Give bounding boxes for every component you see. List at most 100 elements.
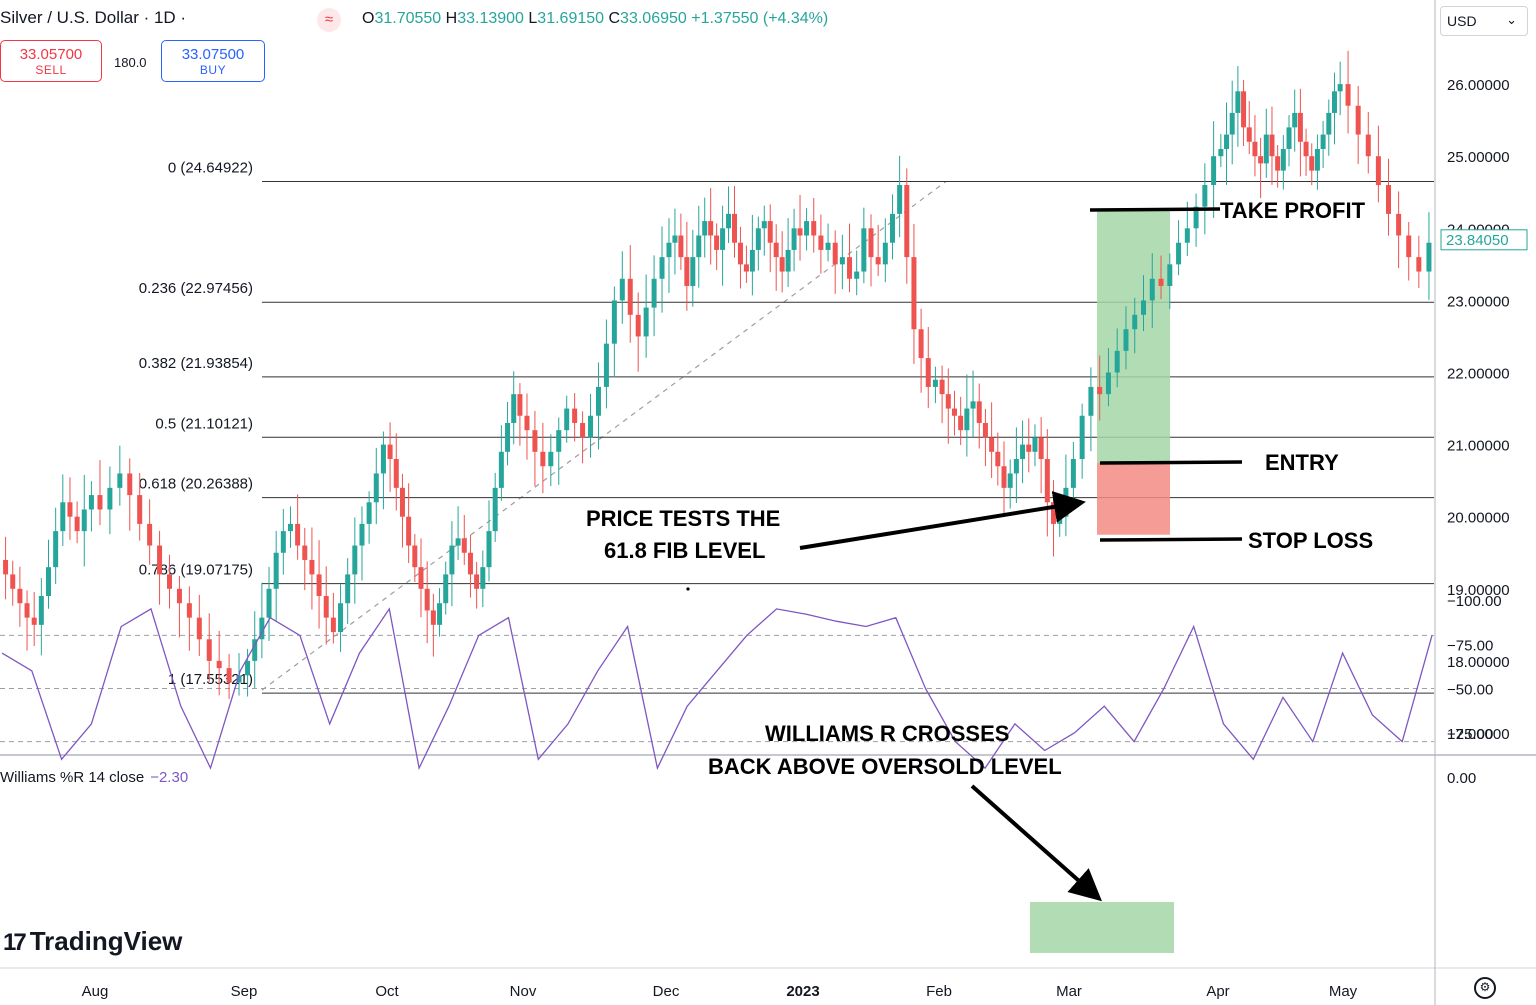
candle-body: [1406, 235, 1412, 258]
candle-body: [393, 459, 399, 488]
williams-signal-zone: [1030, 902, 1174, 953]
candle-body: [875, 257, 881, 265]
candle-body: [1337, 84, 1343, 92]
candle-body: [1365, 134, 1371, 157]
candle-body: [53, 531, 59, 568]
candle-body: [749, 249, 755, 272]
sell-label: SELL: [35, 63, 67, 77]
candle-body: [690, 257, 696, 286]
price-axis-label: 17.00000: [1447, 726, 1510, 743]
ohlc-low-value: 31.69150: [537, 10, 605, 27]
candle-body: [424, 588, 430, 611]
candle-body: [302, 545, 308, 560]
candle-body: [1167, 264, 1173, 286]
candle-body: [861, 228, 867, 272]
candle-body: [951, 408, 957, 416]
candle-body: [708, 221, 714, 236]
williams-annotation-line2: BACK ABOVE OVERSOLD LEVEL: [708, 754, 1062, 779]
candle-body: [338, 603, 344, 633]
candle-body: [216, 660, 222, 669]
candle-body: [117, 473, 123, 488]
candle-body: [672, 235, 678, 243]
candle-body: [127, 473, 133, 496]
candle-body: [989, 437, 995, 452]
tradingview-wordmark: TradingView: [29, 926, 183, 956]
candle-body: [1246, 127, 1252, 142]
candle-body: [932, 379, 938, 387]
candle-body: [1297, 112, 1303, 142]
candle-body: [3, 559, 9, 575]
settings-gear-icon[interactable]: ⚙: [1474, 977, 1496, 999]
candle-body: [811, 221, 817, 236]
candle-body: [595, 386, 601, 416]
candle-body: [755, 228, 761, 250]
ohlc-high-value: 33.13900: [457, 10, 524, 27]
candle-body: [323, 596, 329, 618]
candle-body: [373, 473, 379, 503]
symbol-title[interactable]: Silver / U.S. Dollar · 1D ·: [0, 8, 186, 28]
candle-body: [245, 660, 251, 676]
candle-body: [1026, 444, 1032, 452]
candle-body: [1079, 415, 1085, 460]
candle-body: [603, 343, 609, 387]
sell-button[interactable]: 33.05700 SELL: [0, 40, 102, 82]
candle-body: [839, 257, 845, 265]
candle-body: [911, 257, 917, 330]
candle-body: [474, 574, 480, 589]
candle-body: [88, 495, 94, 510]
williams-axis-label: −75.00: [1447, 637, 1493, 654]
ohlc-low-label: L: [528, 10, 538, 27]
candle-body: [1269, 134, 1275, 157]
stray-dot: [686, 587, 690, 591]
candle-body: [1331, 91, 1337, 113]
candle-body: [1193, 206, 1199, 229]
candle-body: [505, 422, 511, 452]
price-test-arrow: [799, 491, 1086, 550]
time-axis-label: Nov: [510, 983, 537, 1000]
candle-body: [1224, 134, 1230, 149]
williams-label: Williams %R 14 close: [0, 769, 145, 786]
candle-body: [659, 257, 665, 279]
ohlc-high-label: H: [445, 10, 458, 27]
candle-body: [1303, 141, 1309, 157]
candle-body: [1123, 329, 1129, 351]
indicator-wave-icon[interactable]: ≈: [317, 8, 341, 32]
time-axis-label: Aug: [82, 983, 109, 1000]
candle-body: [443, 574, 449, 604]
williams-legend[interactable]: Williams %R 14 close −2.30: [0, 769, 188, 786]
candle-body: [939, 379, 945, 395]
candle-body: [847, 257, 853, 279]
currency-select[interactable]: USD ⌄: [1440, 6, 1528, 36]
price-axis-label: 23.00000: [1447, 293, 1510, 310]
candle-body: [588, 415, 594, 438]
candle-body: [1088, 386, 1094, 416]
current-price-tag: [1440, 229, 1528, 251]
candle-body: [280, 531, 286, 553]
candle-body: [1038, 437, 1044, 460]
tradingview-logo[interactable]: 17 TradingView: [3, 926, 182, 957]
candle-body: [773, 242, 779, 258]
candle-body: [1132, 314, 1138, 330]
candle-body: [737, 242, 743, 265]
candle-body: [580, 422, 586, 438]
price-axis-label: 20.00000: [1447, 510, 1510, 527]
candle-body: [236, 675, 242, 683]
loss-zone: [1097, 462, 1170, 535]
candle-body: [480, 567, 486, 589]
candle-body: [797, 228, 803, 236]
candle-body: [412, 545, 418, 568]
candle-body: [455, 538, 461, 546]
williams-axis-label: 0.00: [1447, 770, 1476, 787]
candle-body: [1355, 105, 1361, 135]
fib-level-label: 0.382 (21.93854): [139, 355, 253, 372]
candles: [3, 50, 1432, 699]
williams-arrow: [970, 784, 1102, 902]
candle-body: [1202, 185, 1208, 207]
candle-body: [406, 516, 412, 546]
candle-body: [492, 487, 498, 532]
candle-body: [743, 264, 749, 272]
buy-button[interactable]: 33.07500 BUY: [161, 40, 265, 82]
spread-value: 180.0: [114, 55, 147, 70]
candle-body: [511, 394, 517, 423]
